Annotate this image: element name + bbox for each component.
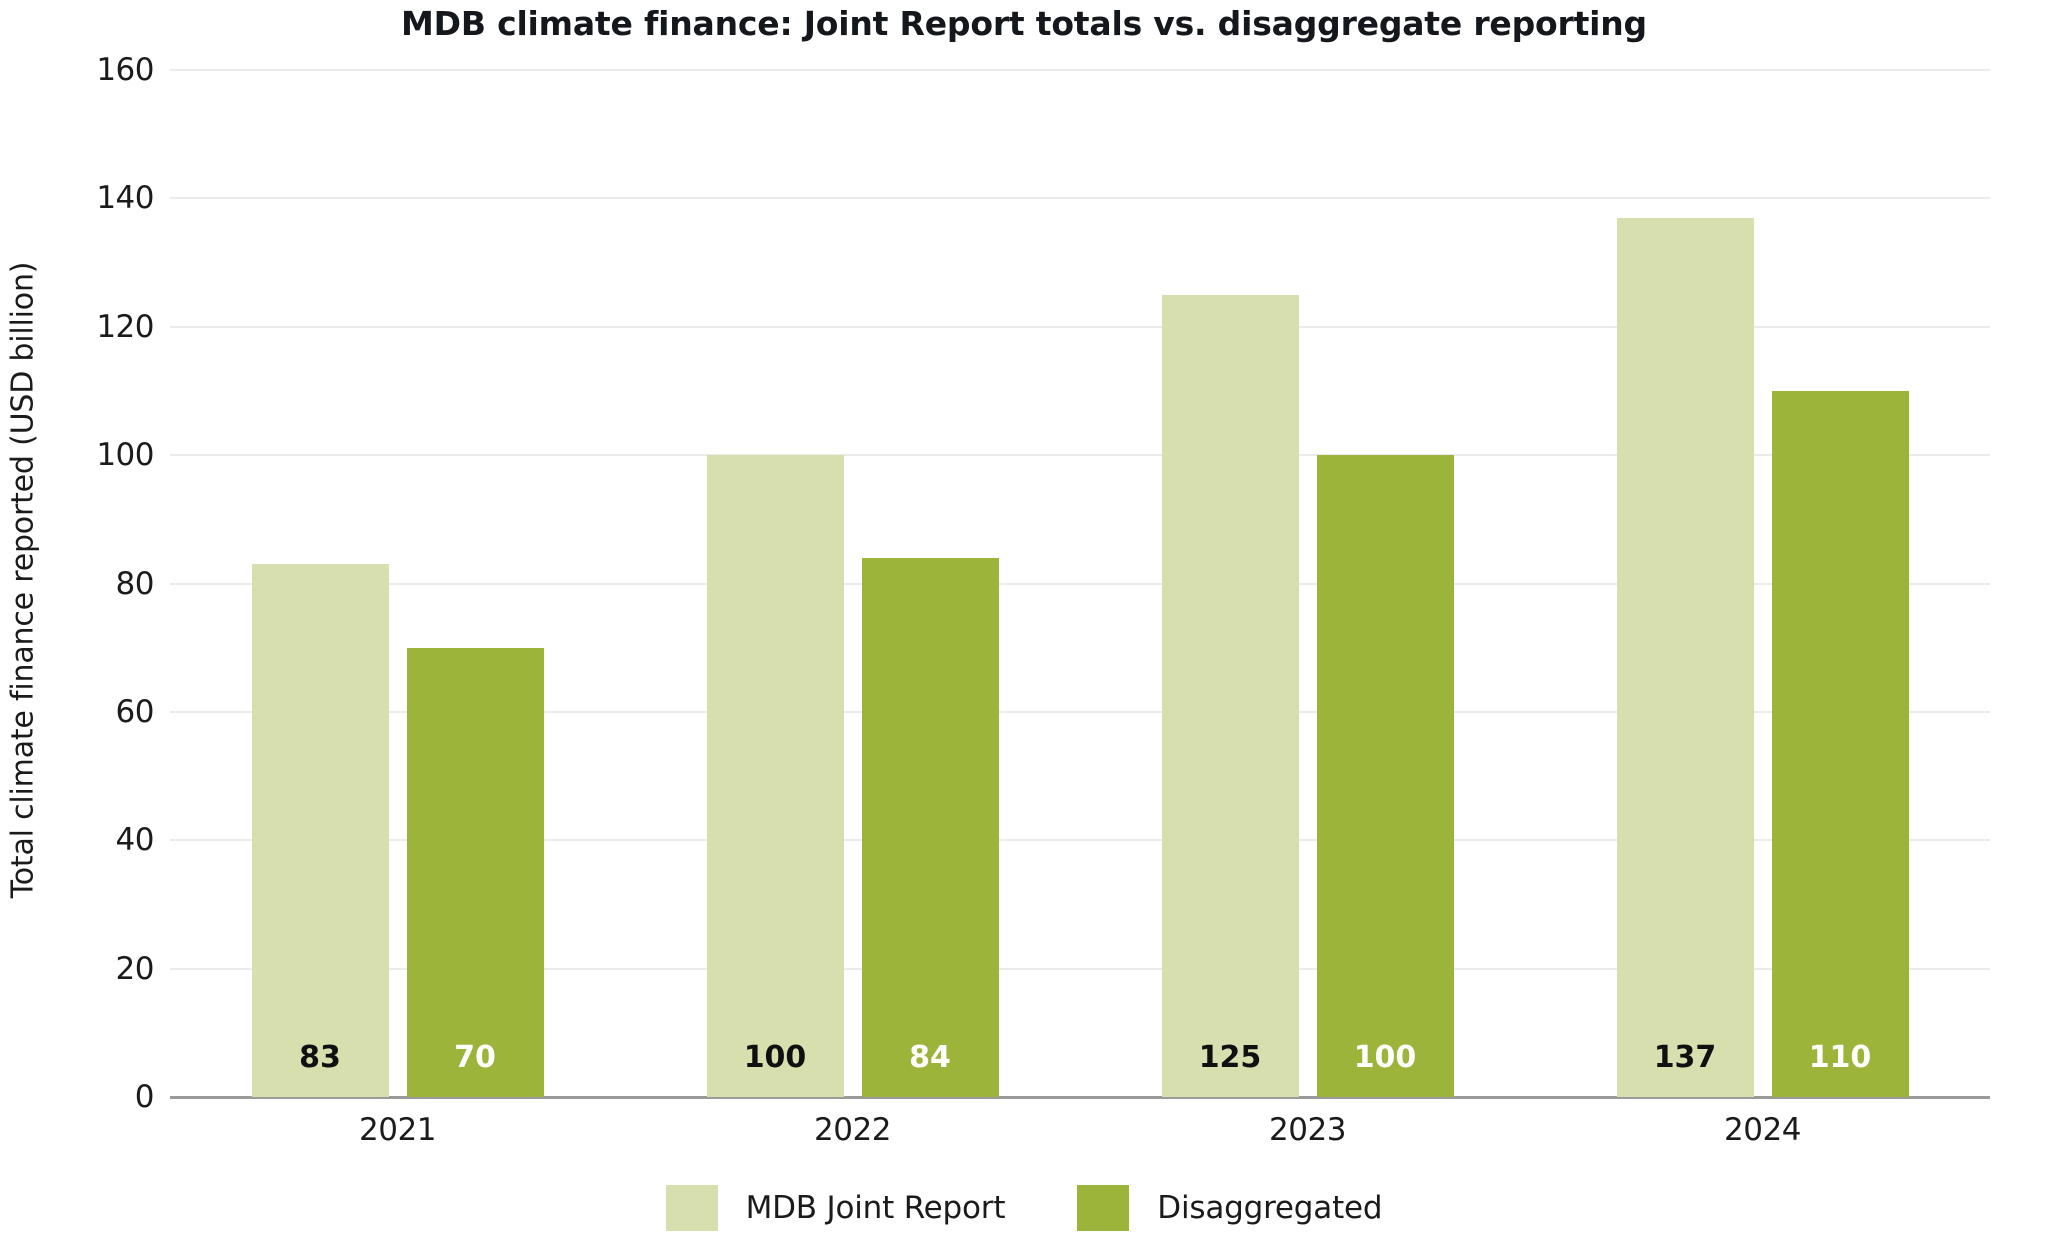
y-axis-tick-label: 140 [96,180,154,217]
bar-2024-joint-report[interactable]: 137 [1616,217,1754,1097]
bar-2022-disaggregated[interactable]: 84 [861,557,999,1097]
gridline [170,839,1990,842]
legend-label: Disaggregated [1157,1190,1383,1226]
gridline [170,582,1990,585]
bar-2023-disaggregated[interactable]: 100 [1316,455,1454,1097]
bar-value-label: 137 [1653,1040,1717,1075]
x-axis-tick-label-2024: 2024 [1724,1112,1801,1148]
legend-swatch-icon [665,1185,718,1231]
y-axis-tick-label: 20 [115,950,155,987]
gridline [170,69,1990,71]
gridline [170,197,1990,200]
bar-value-label: 70 [454,1040,496,1075]
bar-value-label: 125 [1198,1040,1262,1075]
gridline [170,454,1990,457]
gridline [170,325,1990,328]
bar-2021-disaggregated[interactable]: 70 [406,647,544,1097]
gridline [170,967,1990,970]
y-axis-tick-label: 40 [115,822,155,859]
bar-value-label: 110 [1808,1040,1872,1075]
y-axis-tick-label: 0 [134,1079,155,1115]
x-axis-tick-label-2023: 2023 [1269,1112,1346,1148]
legend-label: MDB Joint Report [745,1190,1006,1226]
gridline [170,710,1990,713]
y-axis-tick-label: 160 [96,52,154,88]
x-axis-tick-label-2021: 2021 [359,1112,436,1148]
bar-value-label: 100 [743,1040,807,1075]
x-axis-tick-labels: 2021 2022 2023 2024 [170,1112,1990,1162]
bar-value-label: 83 [299,1040,341,1075]
plot-area: 83 70 100 84 125 100 137 110 [170,69,1990,1099]
bar-2022-joint-report[interactable]: 100 [706,455,844,1097]
bar-2024-disaggregated[interactable]: 110 [1771,390,1909,1097]
legend-item-joint-report[interactable]: MDB Joint Report [665,1185,1006,1231]
axis-baseline [170,1096,1990,1099]
bar-2023-joint-report[interactable]: 125 [1161,294,1299,1097]
legend-item-disaggregated[interactable]: Disaggregated [1077,1185,1383,1231]
bar-2021-joint-report[interactable]: 83 [251,564,389,1097]
x-axis-tick-label-2022: 2022 [814,1112,891,1148]
chart-title: MDB climate finance: Joint Report totals… [401,4,1647,43]
y-axis-tick-label: 100 [96,437,154,474]
bars: 83 70 100 84 125 100 137 110 [170,70,1990,1097]
bar-value-label: 100 [1353,1040,1417,1075]
chart-legend: MDB Joint Report Disaggregated [0,1185,2048,1231]
y-axis-tick-label: 80 [115,565,155,602]
bar-value-label: 84 [909,1040,951,1075]
legend-swatch-icon [1077,1185,1130,1231]
y-axis-tick-label: 120 [96,308,154,345]
y-axis-tick-label: 60 [115,693,155,730]
